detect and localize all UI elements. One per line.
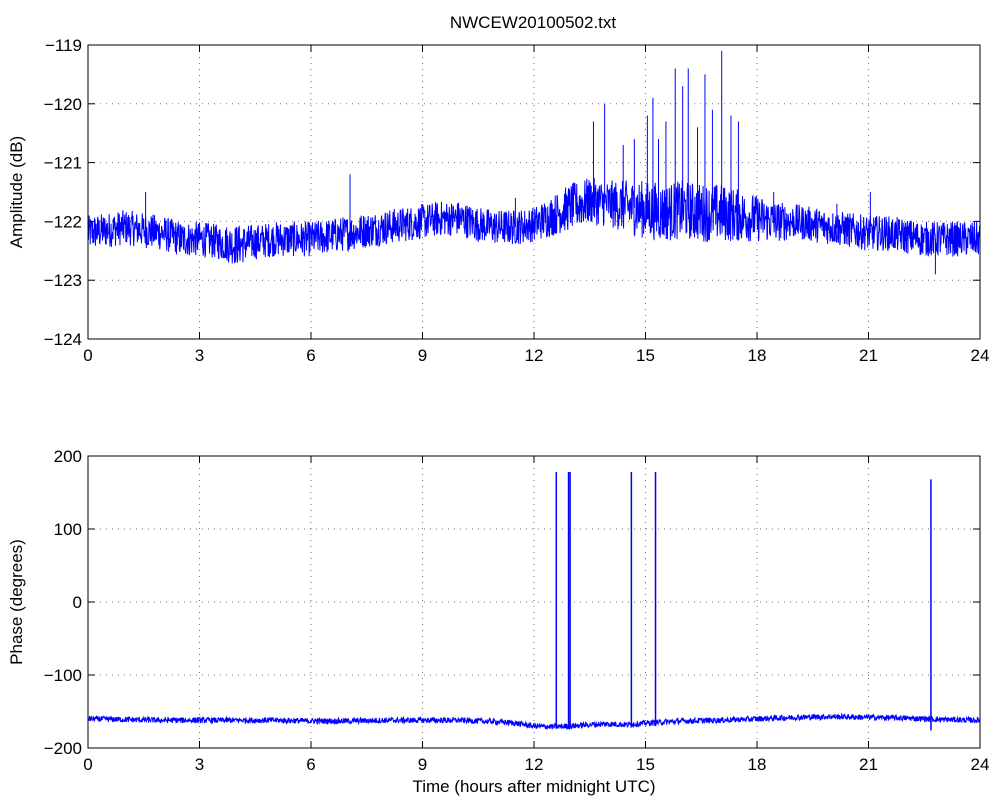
plot1-x-tick-label: 18 [748,346,767,365]
plot1-x-tick-label: 12 [525,346,544,365]
plot2-y-tick-label: 0 [73,593,82,612]
plot1-x-tick-label: 0 [83,346,92,365]
plot2-x-tick-label: 0 [83,755,92,774]
plot2-y-tick-label: −100 [44,666,82,685]
plot2-x-tick-label: 3 [195,755,204,774]
figure-title: NWCEW20100502.txt [450,13,617,32]
phase-series-line [87,712,981,731]
phase-plot: 0 3 6 9 12 15 18 21 24 −200 −100 0 100 200 Phase (degr… [7,447,989,796]
plot1-y-tick-label: −122 [44,212,82,231]
plot2-y-axis-label: Phase (degrees) [7,539,26,665]
plot1-x-tick-label: 9 [418,346,427,365]
plot1-y-axis-label: Amplitude (dB) [7,136,26,248]
amplitude-series-line [87,178,981,264]
plot2-x-axis-label: Time (hours after midnight UTC) [412,777,655,796]
plot1-y-tick-label: −124 [44,330,82,349]
plot2-y-tick-label: 100 [54,520,82,539]
plot1-y-tick-label: −120 [44,95,82,114]
plot2-x-tick-label: 6 [306,755,315,774]
plot2-y-tick-label: 200 [54,447,82,466]
plot2-x-tick-label: 15 [636,755,655,774]
plot2-x-tick-label: 12 [525,755,544,774]
plot1-x-tick-label: 21 [859,346,878,365]
plot2-x-tick-label: 9 [418,755,427,774]
plot1-y-tick-label: −119 [45,36,82,55]
amplitude-plot: 0 3 6 9 12 15 18 21 24 −124 −123 −122 −121 −120 −119 Am… [7,36,989,365]
plot1-y-tick-label: −121 [44,154,82,173]
plot2-x-tick-label: 24 [971,755,990,774]
plot1-x-tick-label: 15 [636,346,655,365]
plot1-x-tick-label: 3 [195,346,204,365]
plot2-x-tick-label: 21 [859,755,878,774]
plot2-x-tick-label: 18 [748,755,767,774]
plot2-y-tick-label: −200 [44,739,82,758]
plot1-x-tick-label: 6 [306,346,315,365]
plot1-y-tick-label: −123 [44,271,82,290]
plot1-x-tick-label: 24 [971,346,990,365]
